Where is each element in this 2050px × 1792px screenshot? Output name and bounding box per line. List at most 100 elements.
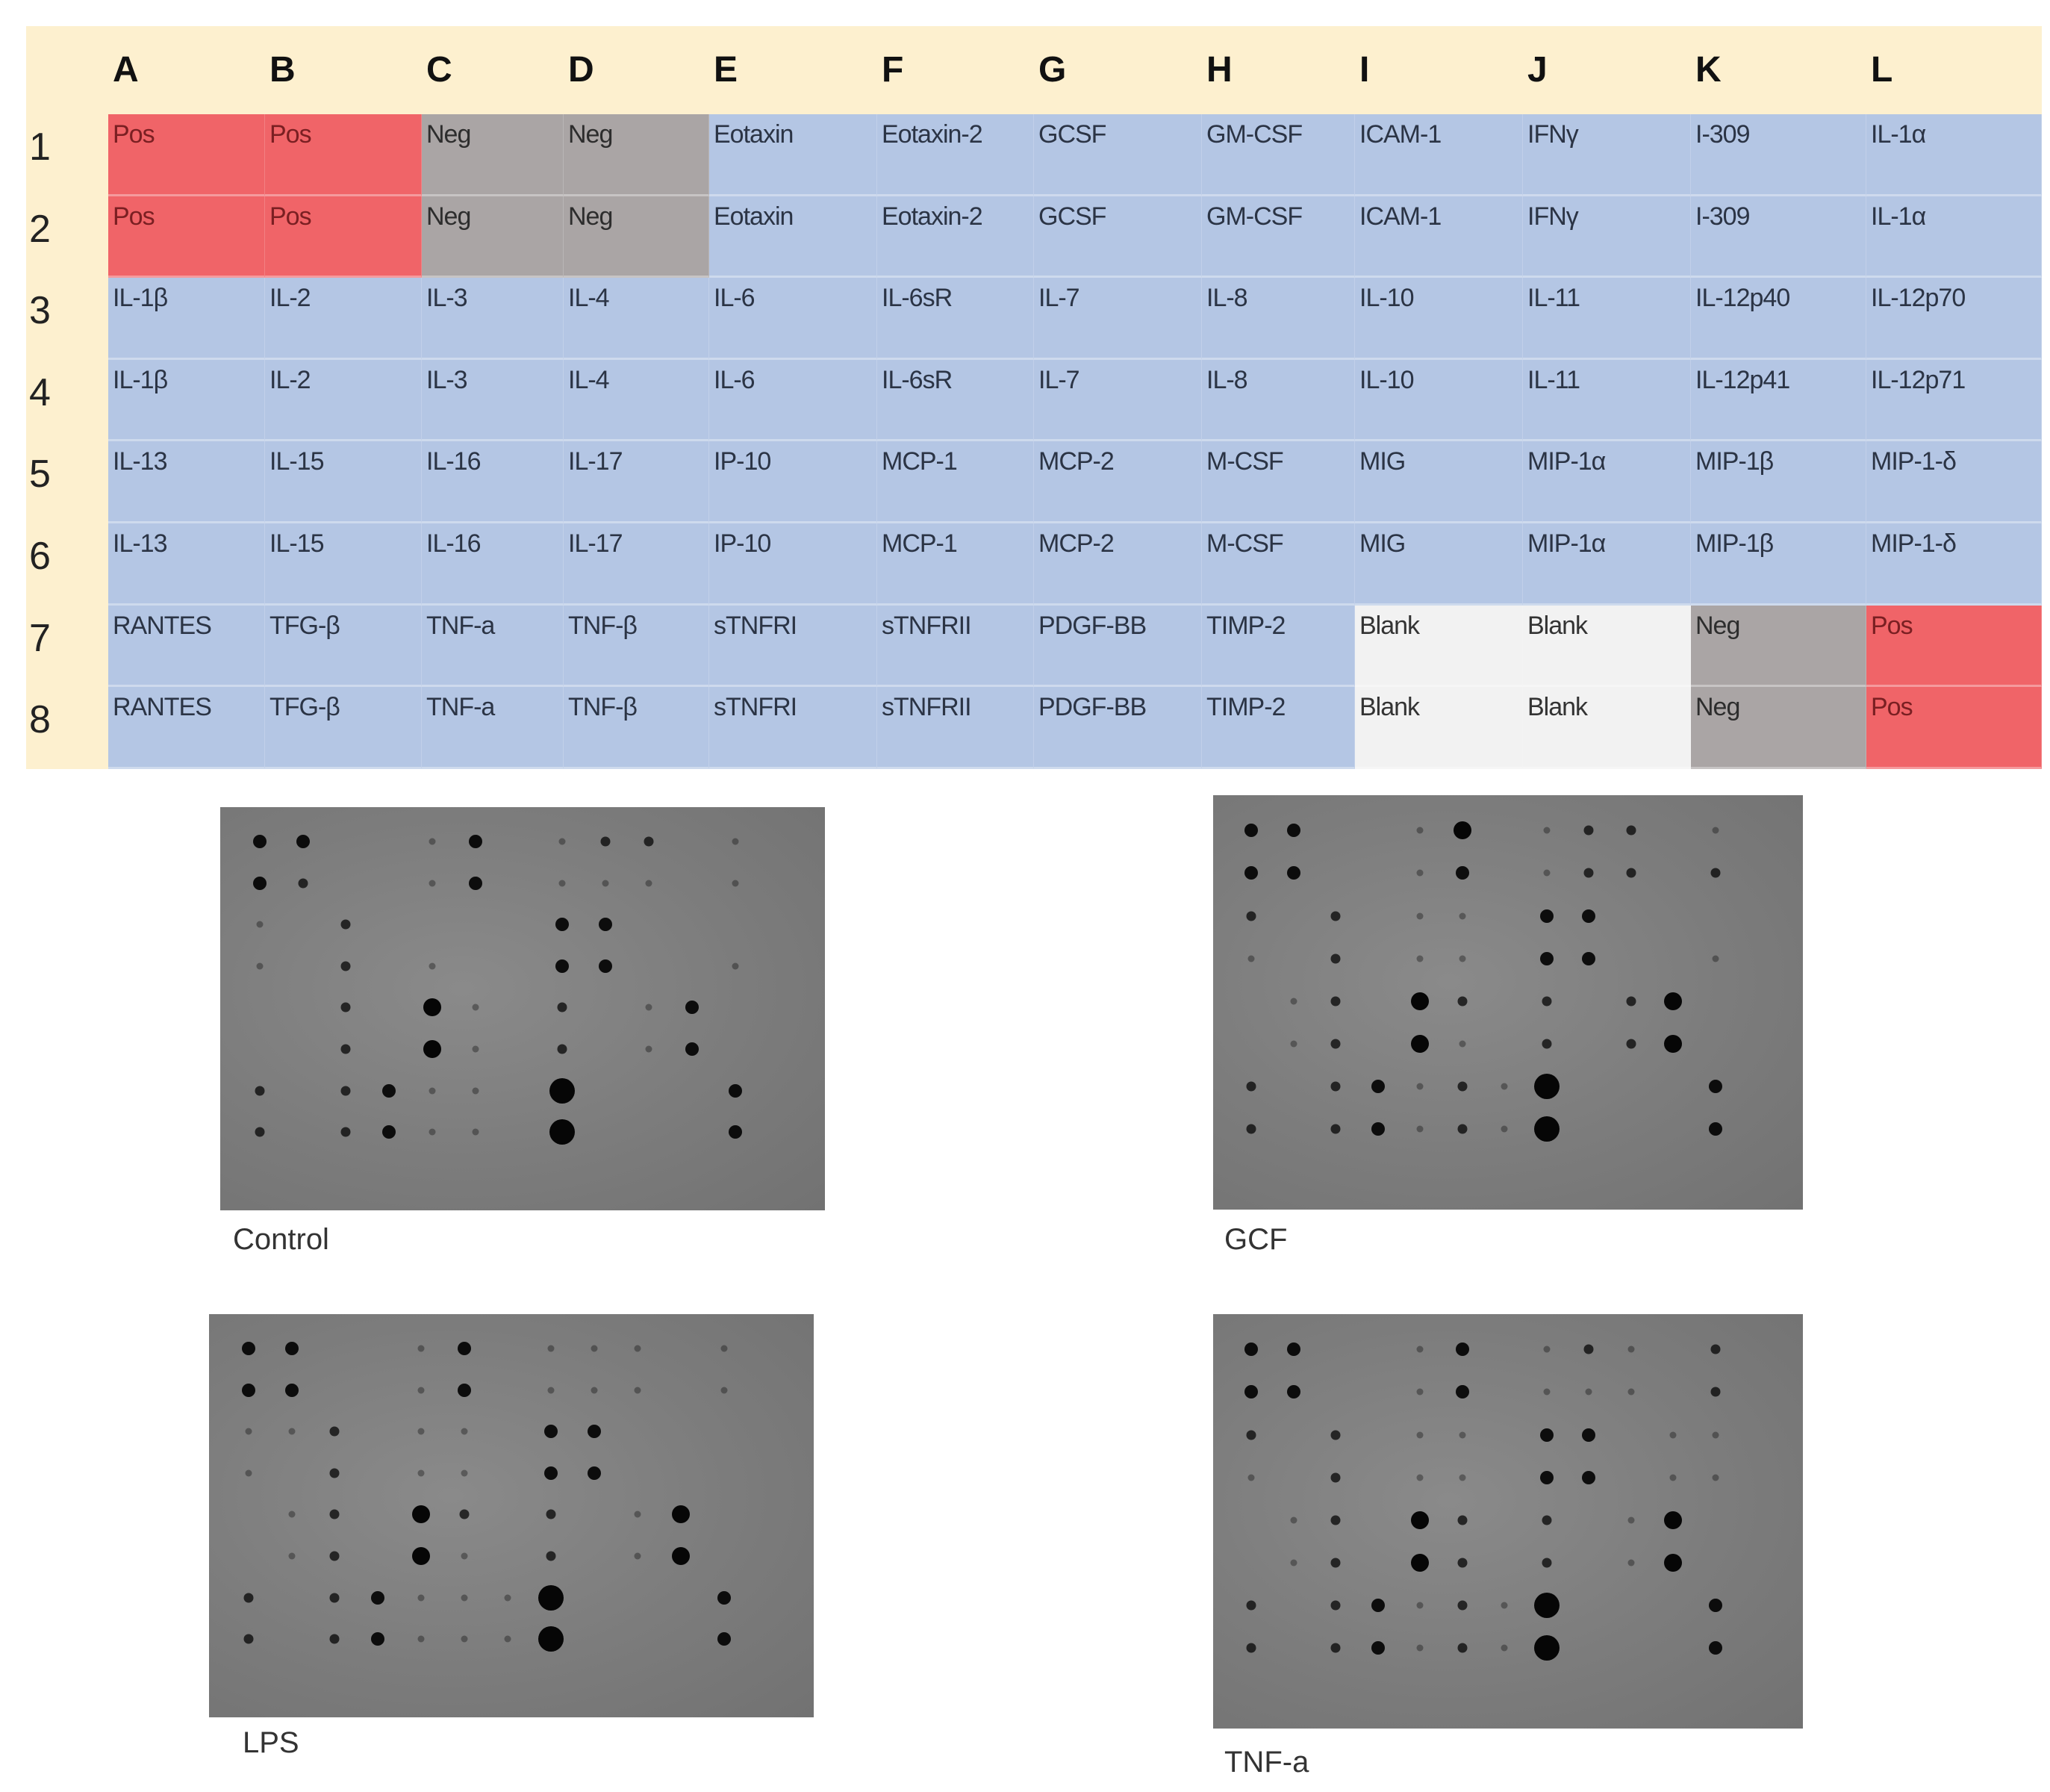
array-cell: IL-12p70: [1866, 278, 2042, 360]
blot-dot: [472, 1128, 479, 1136]
blot-dot: [1416, 1644, 1424, 1652]
blot-dot: [296, 834, 310, 848]
blot-dot: [1246, 1643, 1256, 1653]
cytokine-array-map: A B C D E F G H I J K L 1 Pos Pos Neg Neg Eotaxin Eotaxin-…: [26, 26, 2042, 769]
blot-dot: [329, 1593, 340, 1603]
row-header-8: 8: [29, 698, 51, 742]
array-cell: ICAM-1: [1355, 114, 1523, 196]
row-header-5: 5: [29, 452, 51, 497]
array-cell: IP-10: [709, 441, 877, 523]
array-cell: Pos: [265, 196, 422, 279]
blot-dot: [1539, 1470, 1554, 1484]
blot-image-control: [220, 807, 825, 1210]
blot-label: GCF: [1224, 1223, 1288, 1256]
blot-dot: [1457, 1515, 1468, 1525]
blot-dot: [429, 962, 436, 970]
blot-dot: [340, 919, 351, 930]
blot-dot: [255, 1086, 265, 1096]
array-cell: Blank: [1523, 605, 1691, 688]
array-cell: IL-17: [564, 441, 709, 523]
blot-dot: [472, 1004, 479, 1011]
blot-dot: [685, 1001, 699, 1015]
blot-dot: [547, 1345, 555, 1352]
blot-dot: [634, 1511, 641, 1518]
blot-dot: [461, 1552, 468, 1560]
blot-dot: [284, 1383, 299, 1397]
blot-dot: [591, 1345, 598, 1352]
array-cell: IL-6: [709, 278, 877, 360]
row-header-2: 2: [29, 207, 51, 251]
blot-dot: [728, 1083, 742, 1098]
blot-dot: [469, 834, 483, 848]
blot-dot: [1501, 1083, 1508, 1090]
blot-dot: [1533, 1116, 1560, 1142]
array-cell: IL-16: [422, 523, 564, 606]
blot-dot: [1543, 869, 1551, 877]
blot-dot: [1416, 827, 1424, 834]
blot-dot: [429, 838, 436, 845]
row-header-1: 1: [29, 125, 51, 169]
blot-dot: [717, 1590, 731, 1605]
blot-dot: [504, 1635, 511, 1643]
blot-dot: [1416, 1431, 1424, 1438]
blot-dot: [720, 1345, 728, 1352]
blot-dot: [549, 1077, 576, 1104]
array-cell: TFG-β: [265, 687, 422, 769]
blot-dot: [423, 1040, 442, 1058]
blot-dot: [1330, 1081, 1341, 1092]
blot-dot: [284, 1341, 299, 1355]
blot-dot: [732, 838, 739, 845]
array-cell: MCP-1: [877, 441, 1034, 523]
blot-label: LPS: [243, 1726, 299, 1759]
array-cell: MCP-1: [877, 523, 1034, 606]
blot-dot: [587, 1466, 601, 1480]
blot-dot: [1543, 827, 1551, 834]
blot-dot: [1627, 1516, 1635, 1524]
array-cell: IL-11: [1523, 359, 1691, 442]
blot-dot: [329, 1509, 340, 1519]
blot-dot: [1286, 1385, 1300, 1399]
blot-dot: [472, 1045, 479, 1053]
array-cell: IL-4: [564, 359, 709, 442]
blot-dot: [732, 880, 739, 887]
array-cell: MIP-1-δ: [1866, 441, 2042, 523]
array-cell: IFNγ: [1523, 114, 1691, 196]
blot-dot: [685, 1042, 699, 1056]
blot-dot: [1627, 1345, 1635, 1353]
blot-dot: [1542, 1558, 1552, 1568]
blot-dot: [1533, 1593, 1560, 1619]
blot-dot: [557, 1044, 567, 1054]
array-cell: IL-6sR: [877, 278, 1034, 360]
blot-dot: [1459, 1040, 1466, 1048]
blot-dot: [1712, 827, 1719, 834]
blot-dot: [461, 1469, 468, 1477]
array-cell: TFG-β: [265, 605, 422, 688]
row-header-6: 6: [29, 535, 51, 578]
array-cell: IL-3: [422, 359, 564, 442]
blot-dot: [555, 959, 570, 973]
blot-dot: [549, 1119, 576, 1145]
array-cell: PDGF-BB: [1034, 605, 1202, 688]
blot-dot: [504, 1594, 511, 1602]
blot-dot: [598, 959, 612, 973]
blot-dot: [340, 961, 351, 971]
blot-dot: [340, 1127, 351, 1137]
array-cell: IL-10: [1355, 359, 1523, 442]
blot-dot: [538, 1584, 564, 1611]
array-cell: sTNFRI: [709, 605, 877, 688]
blot-dot: [243, 1634, 254, 1644]
array-cell: IL-3: [422, 278, 564, 360]
array-cell: Eotaxin: [709, 114, 877, 196]
blot-dot: [1626, 868, 1636, 878]
blot-dot: [1247, 1474, 1255, 1481]
blot-dot: [1416, 1125, 1424, 1133]
blot-dot: [1539, 909, 1554, 923]
blot-dot: [412, 1505, 431, 1524]
array-cell: IL-1α: [1866, 196, 2042, 279]
blot-dot: [329, 1634, 340, 1644]
column-header-i: I: [1359, 50, 1370, 90]
column-header-c: C: [426, 50, 452, 90]
blot-dot: [461, 1428, 468, 1435]
blot-dot: [1457, 1643, 1468, 1653]
blot-dot: [459, 1509, 470, 1519]
